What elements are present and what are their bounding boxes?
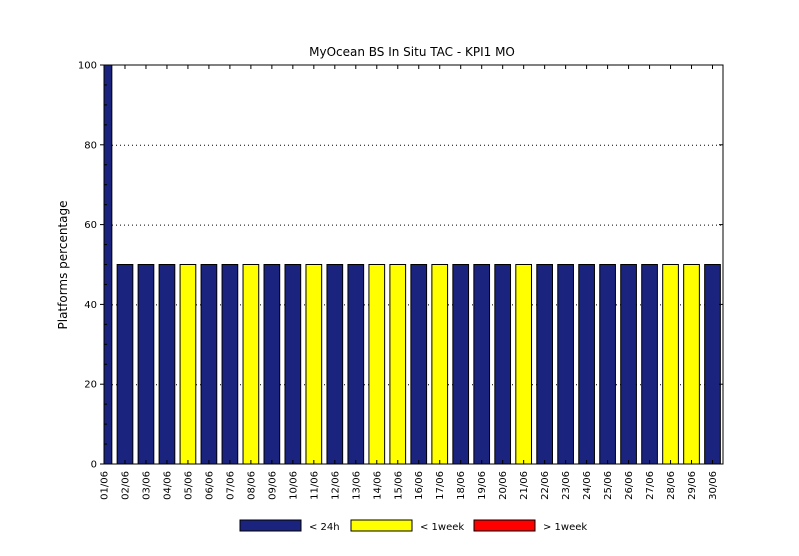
y-axis: 0 20 40 60 80 100	[78, 61, 723, 471]
bar	[242, 264, 260, 465]
x-tick-label: 19/06	[477, 471, 488, 500]
legend-swatch	[473, 519, 536, 532]
x-tick-label: 09/06	[267, 471, 278, 500]
bar	[305, 264, 323, 465]
bar	[200, 264, 218, 465]
bar	[515, 264, 533, 465]
x-tick-label: 11/06	[309, 471, 320, 500]
bar	[578, 264, 595, 465]
y-tick-label: 20	[84, 380, 97, 391]
y-axis-label: Platforms percentage	[56, 201, 70, 330]
legend-label: < 1week	[420, 522, 464, 533]
x-tick-label: 30/06	[708, 471, 719, 500]
x-tick-label: 04/06	[162, 471, 173, 500]
x-tick-label: 24/06	[582, 471, 593, 500]
bar	[221, 264, 239, 465]
legend-swatch	[239, 519, 302, 532]
y-tick-label: 0	[91, 460, 97, 471]
x-tick-label: 06/06	[204, 471, 215, 500]
x-tick-label: 16/06	[414, 471, 425, 500]
y-tick-label: 60	[84, 220, 97, 231]
bar	[410, 264, 428, 465]
bar	[368, 264, 386, 465]
x-tick-label: 27/06	[645, 471, 656, 500]
legend-label: < 24h	[309, 522, 340, 533]
x-tick-label: 12/06	[330, 471, 341, 500]
x-tick-label: 05/06	[183, 471, 194, 500]
bar	[326, 264, 344, 465]
y-tick-label: 40	[84, 300, 97, 311]
x-tick-label: 01/06	[100, 471, 111, 500]
x-tick-label: 15/06	[393, 471, 404, 500]
bar	[452, 264, 470, 465]
x-tick-label: 07/06	[225, 471, 236, 500]
bar	[494, 264, 512, 465]
x-tick-label: 08/06	[246, 471, 257, 500]
x-tick-label: 17/06	[435, 471, 446, 500]
y-tick-label: 100	[78, 61, 97, 72]
x-tick-label: 21/06	[519, 471, 530, 500]
bar	[599, 264, 616, 465]
chart-title: MyOcean BS In Situ TAC - KPI1 MO	[309, 45, 515, 59]
x-tick-label: 23/06	[561, 471, 572, 500]
bar	[473, 264, 491, 465]
bar	[158, 264, 176, 465]
y-tick-label: 80	[84, 140, 97, 151]
x-tick-label: 13/06	[351, 471, 362, 500]
legend-swatch	[350, 519, 413, 532]
bar	[389, 264, 407, 465]
bar	[179, 264, 197, 465]
x-tick-label: 28/06	[666, 471, 677, 500]
bar	[641, 264, 658, 465]
x-tick-label: 14/06	[372, 471, 383, 500]
x-tick-label: 20/06	[498, 471, 509, 500]
x-tick-label: 18/06	[456, 471, 467, 500]
x-tick-label: 02/06	[120, 471, 131, 500]
bar	[536, 264, 553, 465]
x-tick-label: 03/06	[141, 471, 152, 500]
bar	[347, 264, 365, 465]
legend-label: > 1week	[543, 522, 587, 533]
bar	[683, 264, 700, 465]
bar	[620, 264, 637, 465]
x-tick-label: 22/06	[540, 471, 551, 500]
bar	[137, 264, 155, 465]
legend: < 24h < 1week > 1week	[239, 519, 587, 533]
bar	[704, 264, 721, 465]
x-tick-label: 29/06	[687, 471, 698, 500]
bar	[557, 264, 574, 465]
x-tick-label: 10/06	[288, 471, 299, 500]
bar	[431, 264, 449, 465]
x-tick-label: 25/06	[603, 471, 614, 500]
bar	[284, 264, 302, 465]
bars	[103, 64, 721, 465]
bar	[662, 264, 679, 465]
bar	[263, 264, 281, 465]
bar	[116, 264, 134, 465]
x-axis: 01/06 02/06 03/06 04/06 05/06 06/06 07/06 08/06…	[100, 65, 719, 500]
x-tick-label: 26/06	[624, 471, 635, 500]
